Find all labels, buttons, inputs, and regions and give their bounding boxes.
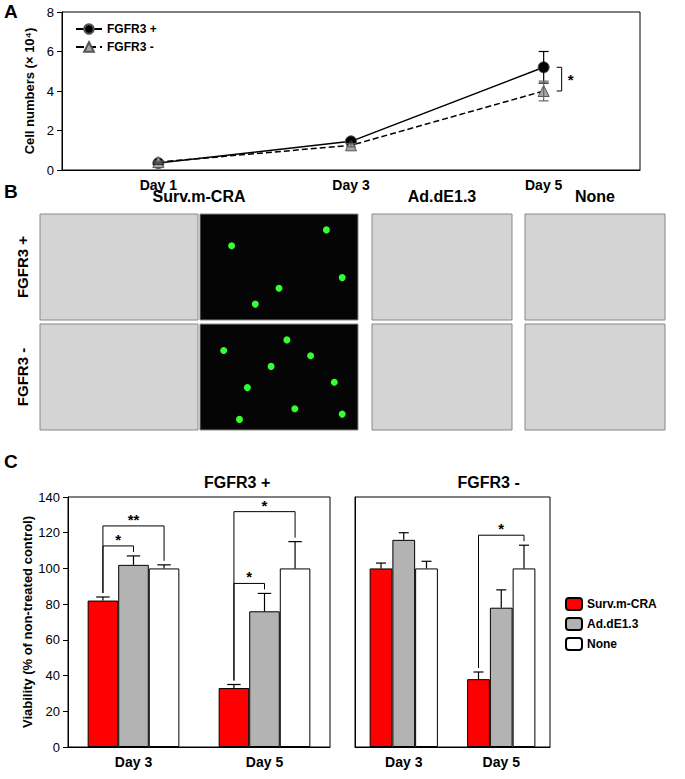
svg-text:FGFR3 -: FGFR3 - [14,348,31,406]
svg-text:20: 20 [46,704,60,719]
svg-text:Day 3: Day 3 [385,754,423,770]
svg-text:B: B [4,181,18,202]
svg-text:*: * [115,531,121,548]
svg-text:**: ** [128,511,140,528]
svg-text:Day 1: Day 1 [140,177,178,193]
svg-text:0: 0 [47,163,54,178]
svg-text:40: 40 [46,668,60,683]
svg-text:*: * [498,520,504,537]
svg-text:A: A [4,1,18,22]
svg-text:6: 6 [47,44,54,59]
svg-text:Day 5: Day 5 [246,754,284,770]
svg-text:4: 4 [47,84,54,99]
svg-text:FGFR3 -: FGFR3 - [107,40,154,54]
svg-text:Day 5: Day 5 [483,754,521,770]
svg-text:FGFR3 +: FGFR3 + [107,22,157,36]
svg-text:Ad.dE1.3: Ad.dE1.3 [408,188,477,205]
svg-text:80: 80 [46,597,60,612]
svg-text:Ad.dE1.3: Ad.dE1.3 [587,617,639,631]
svg-text:100: 100 [38,561,60,576]
svg-text:Day 3: Day 3 [115,754,153,770]
svg-text:2: 2 [47,123,54,138]
svg-text:None: None [575,188,615,205]
svg-text:Cell numbers (× 10⁴): Cell numbers (× 10⁴) [22,28,37,155]
svg-text:Day 5: Day 5 [525,177,563,193]
svg-text:FGFR3 +: FGFR3 + [204,474,270,491]
svg-text:140: 140 [38,490,60,505]
svg-text:60: 60 [46,632,60,647]
svg-text:Day 3: Day 3 [332,177,370,193]
svg-text:*: * [262,497,268,514]
svg-text:0: 0 [53,740,60,755]
svg-text:8: 8 [47,5,54,20]
svg-text:C: C [4,451,18,472]
svg-text:*: * [568,71,574,88]
svg-text:FGFR3 -: FGFR3 - [458,474,520,491]
svg-text:Surv.m-CRA: Surv.m-CRA [587,597,657,611]
svg-text:Surv.m-CRA: Surv.m-CRA [152,187,246,205]
svg-text:None: None [587,637,617,651]
svg-text:FGFR3 +: FGFR3 + [14,236,31,298]
svg-text:Viability (% of non-treated co: Viability (% of non-treated control) [20,516,35,728]
svg-text:*: * [246,568,252,585]
svg-text:120: 120 [38,525,60,540]
